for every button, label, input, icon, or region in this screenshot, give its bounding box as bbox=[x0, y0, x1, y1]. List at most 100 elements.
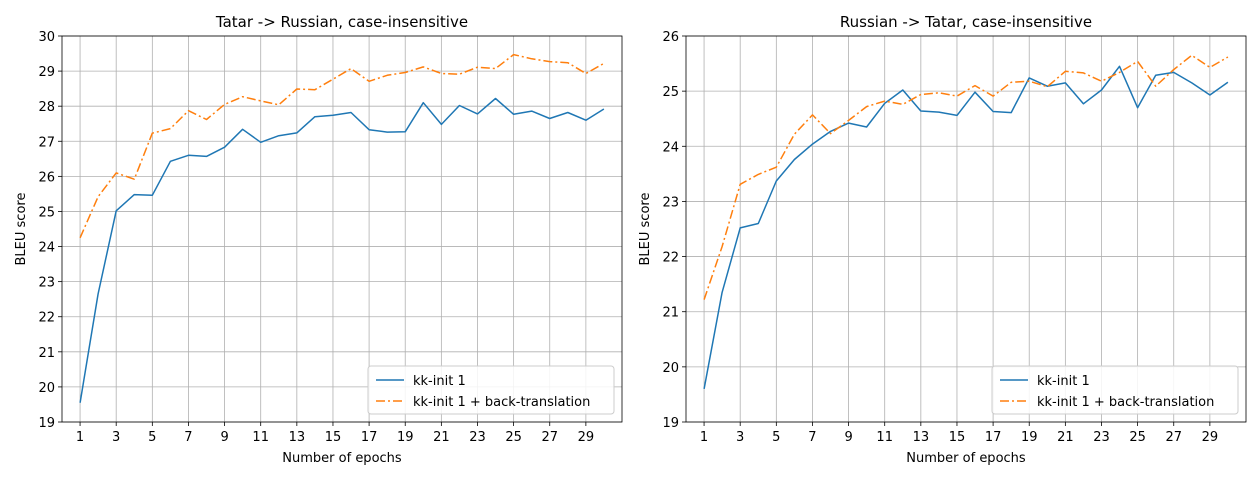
legend: kk-init 1 kk-init 1 + back-translation bbox=[991, 365, 1239, 415]
x-tick-label: 3 bbox=[112, 430, 120, 445]
legend-label-1: kk-init 1 bbox=[413, 374, 466, 389]
x-tick-label: 15 bbox=[325, 430, 342, 445]
data-point bbox=[403, 129, 408, 134]
data-point bbox=[1207, 93, 1212, 98]
y-tick-label: 30 bbox=[38, 30, 55, 45]
data-point bbox=[132, 192, 137, 197]
data-point bbox=[810, 142, 815, 147]
y-tick-label: 22 bbox=[38, 311, 55, 326]
chart-title: Tatar -> Russian, case-insensitive bbox=[215, 13, 468, 31]
data-point bbox=[565, 110, 570, 115]
x-tick-label: 21 bbox=[433, 430, 450, 445]
data-point bbox=[720, 244, 725, 249]
data-point bbox=[601, 61, 606, 66]
data-point bbox=[132, 177, 137, 182]
y-tick-label: 24 bbox=[662, 140, 679, 155]
data-point bbox=[1189, 80, 1194, 85]
series-line-2 bbox=[79, 53, 605, 239]
y-tick-label: 22 bbox=[662, 251, 679, 266]
x-tick-label: 25 bbox=[505, 430, 522, 445]
data-point bbox=[1135, 59, 1140, 64]
x-tick-label: 7 bbox=[808, 430, 816, 445]
data-point bbox=[774, 179, 779, 184]
data-point bbox=[312, 114, 317, 119]
data-point bbox=[96, 291, 101, 296]
data-point bbox=[774, 165, 779, 170]
data-point bbox=[330, 113, 335, 118]
data-point bbox=[78, 400, 83, 405]
data-point bbox=[186, 153, 191, 158]
data-point bbox=[294, 130, 299, 135]
data-point bbox=[1009, 80, 1014, 85]
data-point bbox=[1063, 69, 1068, 74]
legend-label-1: kk-init 1 bbox=[1037, 374, 1090, 389]
data-point bbox=[864, 124, 869, 129]
data-point bbox=[1189, 53, 1194, 58]
data-point bbox=[702, 386, 707, 391]
y-axis-label: BLEU score bbox=[638, 193, 653, 266]
data-point bbox=[511, 112, 516, 117]
data-point bbox=[1207, 65, 1212, 70]
data-point bbox=[918, 92, 923, 97]
data-point bbox=[864, 104, 869, 109]
data-point bbox=[991, 94, 996, 99]
data-point bbox=[973, 90, 978, 95]
y-axis-label: BLEU score bbox=[14, 193, 29, 266]
data-point bbox=[493, 96, 498, 101]
data-point bbox=[222, 102, 227, 107]
data-point bbox=[1225, 54, 1230, 59]
data-point bbox=[240, 127, 245, 132]
x-tick-label: 7 bbox=[184, 430, 192, 445]
data-point bbox=[936, 110, 941, 115]
data-point bbox=[1153, 84, 1158, 89]
data-point bbox=[330, 77, 335, 82]
data-point bbox=[738, 225, 743, 230]
y-tick-label: 23 bbox=[662, 195, 679, 210]
data-point bbox=[720, 290, 725, 295]
x-tick-label: 23 bbox=[469, 430, 486, 445]
data-point bbox=[738, 182, 743, 187]
data-point bbox=[1153, 73, 1158, 78]
data-point bbox=[367, 79, 372, 84]
data-point bbox=[475, 65, 480, 70]
data-point bbox=[1225, 80, 1230, 85]
data-point bbox=[204, 154, 209, 159]
data-point bbox=[439, 71, 444, 76]
x-axis-label: Number of epochs bbox=[282, 451, 402, 466]
data-point bbox=[168, 159, 173, 164]
data-point bbox=[421, 64, 426, 69]
data-point bbox=[973, 83, 978, 88]
data-point bbox=[421, 100, 426, 105]
data-point bbox=[439, 122, 444, 127]
data-point bbox=[276, 102, 281, 107]
data-point bbox=[168, 126, 173, 131]
data-point bbox=[882, 99, 887, 104]
data-point bbox=[529, 56, 534, 61]
series-line-1 bbox=[79, 97, 605, 403]
data-point bbox=[349, 110, 354, 115]
x-tick-label: 19 bbox=[397, 430, 414, 445]
data-point bbox=[1099, 88, 1104, 93]
data-point bbox=[900, 102, 905, 107]
data-point bbox=[1045, 84, 1050, 89]
legend-label-2: kk-init 1 + back-translation bbox=[1037, 395, 1214, 410]
data-point bbox=[1099, 79, 1104, 84]
y-tick-label: 19 bbox=[662, 416, 679, 431]
data-point bbox=[78, 235, 83, 240]
data-point bbox=[547, 116, 552, 121]
x-tick-label: 13 bbox=[913, 430, 930, 445]
data-point bbox=[1135, 105, 1140, 110]
data-point bbox=[936, 90, 941, 95]
y-tick-label: 21 bbox=[38, 346, 55, 361]
x-tick-label: 1 bbox=[700, 430, 708, 445]
data-point bbox=[756, 172, 761, 177]
data-point bbox=[493, 66, 498, 71]
x-tick-label: 11 bbox=[876, 430, 893, 445]
x-axis-label: Number of epochs bbox=[906, 451, 1026, 466]
data-point bbox=[258, 98, 263, 103]
data-point bbox=[204, 117, 209, 122]
data-point bbox=[240, 94, 245, 99]
y-tick-label: 24 bbox=[38, 241, 55, 256]
series-line-1 bbox=[703, 65, 1229, 390]
data-point bbox=[1081, 101, 1086, 106]
